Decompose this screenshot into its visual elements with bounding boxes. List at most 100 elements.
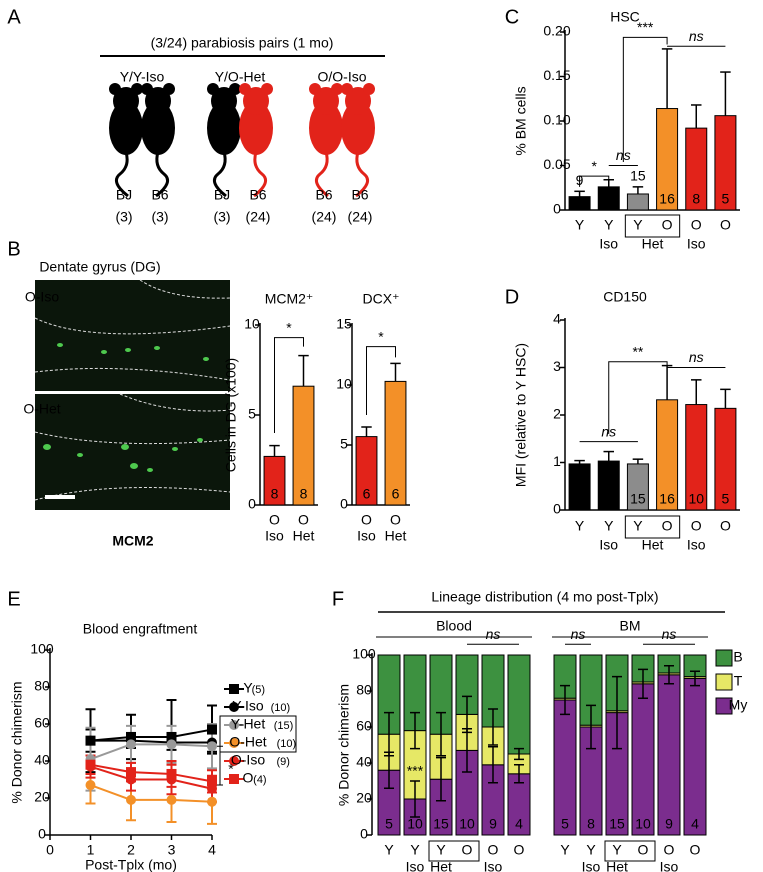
x-tick-label: O [361, 512, 372, 528]
significance-label: ns [571, 626, 586, 642]
mouse-tail [253, 151, 268, 198]
x-tick-label: O [662, 518, 673, 534]
chart-title: Lineage distribution (4 mo post-Tplx) [431, 589, 658, 605]
n-label: 20 [601, 491, 617, 507]
n-label: 16 [659, 191, 675, 207]
error-bar [488, 746, 498, 784]
n-label: 4 [515, 816, 523, 832]
n-label: 10 [635, 816, 651, 832]
significance-label: ns [689, 349, 704, 365]
diagram-title: (3/24) parabiosis pairs (1 mo) [151, 35, 334, 51]
legend-swatch [715, 649, 733, 667]
bar-segment [657, 674, 681, 836]
legend-n: (9) [277, 756, 290, 768]
cell [121, 444, 129, 450]
marker [85, 759, 96, 770]
y-tick-label: 40 [356, 754, 372, 770]
marker [126, 794, 136, 805]
y-tick-label: 0 [360, 826, 368, 842]
bar [568, 463, 591, 511]
legend-label: My [729, 697, 748, 713]
mouse-head [113, 87, 139, 115]
legend-label: Y-Iso [232, 698, 264, 714]
mouse-tail [355, 151, 370, 198]
chart-title: CD150 [603, 289, 647, 305]
panel-label: D [505, 286, 519, 308]
y-tick-label: 10 [244, 316, 260, 332]
bar [355, 436, 378, 506]
legend-swatch [715, 697, 733, 715]
x-group-label: Iso [599, 236, 618, 252]
mouse-head [313, 87, 339, 115]
bar [626, 193, 649, 211]
y-tick-label: 20 [356, 790, 372, 806]
group-box [624, 214, 681, 238]
series-line [90, 784, 213, 803]
pair-name: Y/O-Het [215, 69, 266, 85]
mouse-ear [229, 83, 241, 95]
error-bar [384, 711, 394, 757]
strain-label: B6 [315, 187, 332, 203]
y-tick-label: 80 [34, 678, 50, 694]
mouse-body [341, 101, 375, 155]
mouse-ear [131, 83, 143, 95]
n-label: 16 [659, 491, 675, 507]
x-tick-label: Y [384, 842, 394, 858]
age-label: (24) [348, 209, 373, 225]
mouse-head [243, 87, 269, 115]
y-tick-label: 80 [356, 682, 372, 698]
significance-label: *** [407, 763, 424, 779]
significance-bracket [608, 361, 668, 434]
n-label: 5 [561, 816, 569, 832]
significance-label: ** [632, 344, 643, 360]
pair-name: Y/Y-Iso [120, 69, 165, 85]
error-bar [560, 684, 570, 716]
mouse-ear [109, 83, 121, 95]
bar [597, 460, 620, 511]
x-axis-label: Post-Tplx (mo) [85, 857, 177, 872]
cell [172, 447, 178, 451]
y-tick-label: 0.10 [543, 112, 570, 128]
cell [197, 438, 203, 442]
n-label: 10 [459, 816, 475, 832]
legend-marker [229, 702, 239, 712]
x-tick-label: O [269, 512, 280, 528]
cell [203, 357, 209, 361]
mouse-ear [341, 83, 353, 95]
mouse-ear [163, 83, 175, 95]
x-tick-label: O [690, 842, 701, 858]
n-label: 5 [385, 816, 393, 832]
x-tick-label: 4 [208, 842, 216, 858]
legend-swatch [715, 673, 733, 691]
bar-segment [507, 654, 531, 755]
error-bar [488, 708, 498, 746]
y-tick-label: 0.05 [543, 156, 570, 172]
mouse-tail [114, 151, 129, 198]
significance-label: * [378, 328, 384, 344]
x-tick-label: O [691, 518, 702, 534]
x-tick-label: O [514, 842, 525, 858]
n-label: 5 [722, 491, 730, 507]
n-label: 20 [601, 191, 617, 207]
x-tick-label: O [691, 217, 702, 233]
mouse-icon [109, 83, 143, 198]
y-axis-label: % BM cells [513, 86, 529, 155]
error-bar [514, 747, 524, 761]
age-label: (3) [115, 209, 132, 225]
x-group-label: Iso [406, 859, 425, 872]
marker [85, 780, 96, 791]
significance-label: *** [637, 19, 654, 35]
significance-label: ns [689, 28, 704, 44]
strain-label: BJ [116, 187, 132, 203]
significance-bracket [217, 745, 223, 786]
image-label: O-Iso [25, 289, 59, 305]
series-line [90, 763, 213, 783]
group-box [428, 840, 480, 862]
n-label: 10 [688, 491, 704, 507]
significance-label: ns [662, 626, 677, 642]
marker [166, 768, 177, 779]
bar [685, 127, 708, 211]
legend-n: (10) [277, 738, 297, 750]
bar-segment [631, 683, 655, 836]
